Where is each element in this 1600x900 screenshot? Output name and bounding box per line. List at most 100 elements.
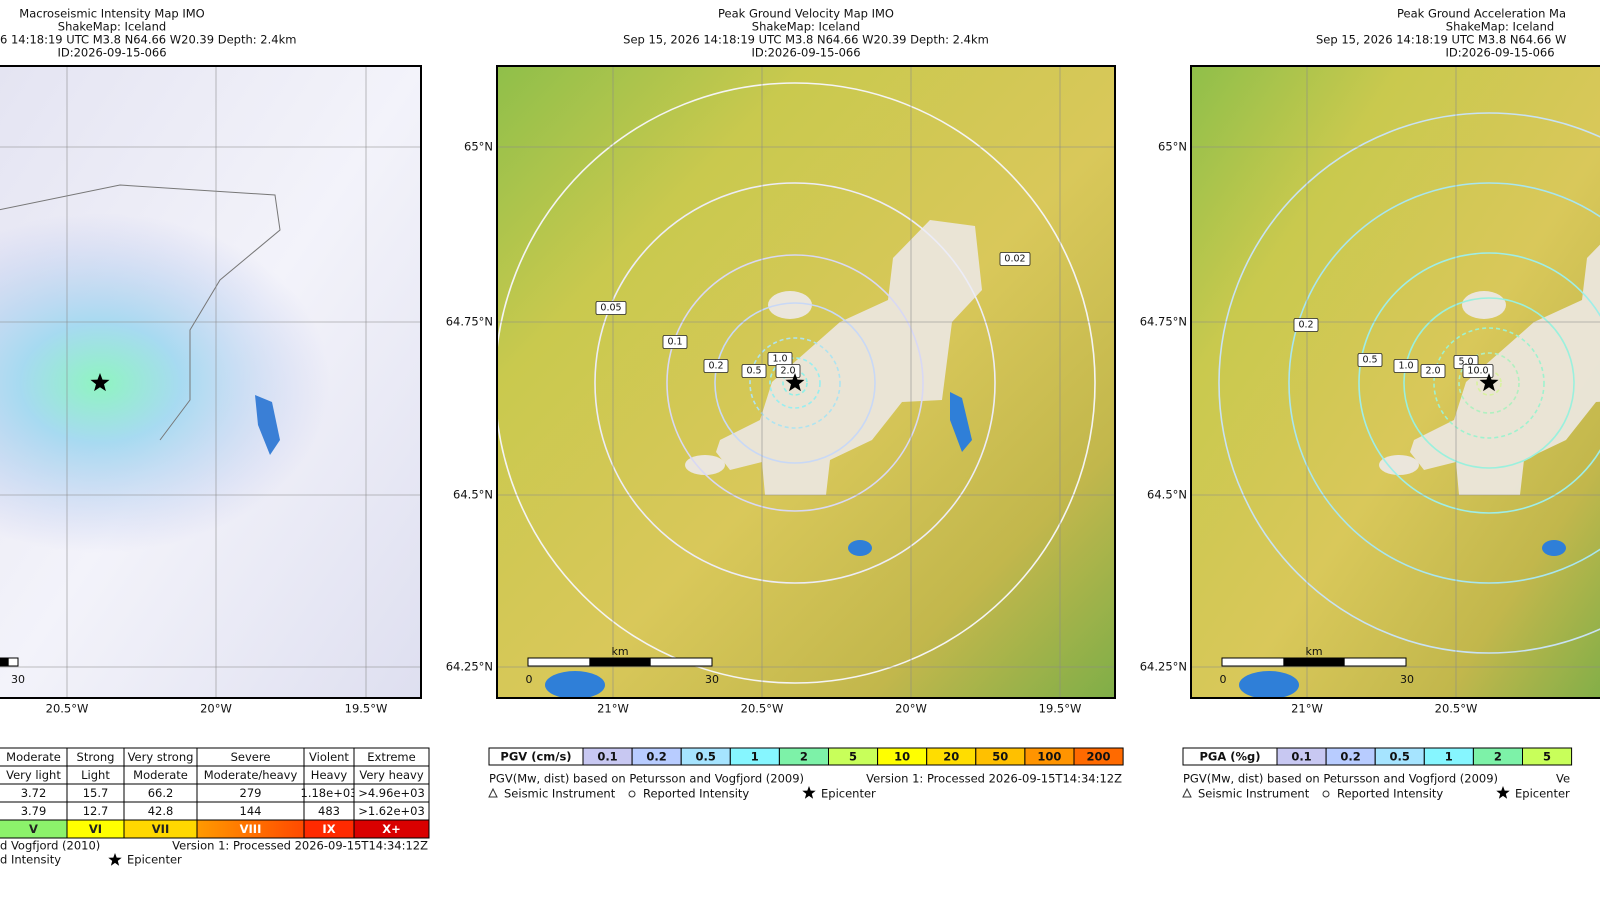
contour-label: 1.0 — [1398, 361, 1413, 372]
lat-label: 64.75°N — [1140, 315, 1187, 329]
contour-label: 10.0 — [1467, 366, 1488, 377]
lake — [1239, 671, 1299, 698]
legend-text: 66.2 — [148, 786, 174, 800]
contour-label: 0.5 — [746, 366, 761, 377]
contour — [666, 254, 924, 512]
contour — [1288, 182, 1600, 584]
colorbar-tick: 0.2 — [646, 750, 666, 764]
lon-label: 21°W — [597, 702, 629, 716]
epicenter-star — [1496, 786, 1510, 799]
epicenter-star — [1479, 373, 1499, 392]
map-title: ID:2026-09-15-066 — [751, 46, 860, 60]
colorbar-tick: 1 — [1445, 750, 1453, 764]
map-title: ShakeMap: Iceland — [752, 20, 860, 34]
legend-text: VIII — [240, 822, 262, 836]
map-frame — [1190, 65, 1600, 699]
footer-text: Seismic Instrument — [504, 787, 616, 801]
contour-label-box — [1462, 364, 1494, 378]
colorbar-tick: 20 — [943, 750, 959, 764]
map-title: 6 14:18:19 UTC M3.8 N64.66 W20.39 Depth:… — [0, 33, 296, 47]
map-title: Peak Ground Acceleration Ma — [1397, 7, 1566, 21]
legend-text: >4.96e+03 — [358, 786, 425, 800]
map-frame — [496, 65, 1116, 699]
scale-label: 30 — [1400, 673, 1414, 686]
lat-label: 64.5°N — [1147, 488, 1187, 502]
lon-label: 20.5°W — [1435, 702, 1478, 716]
scale-label: 30 — [11, 673, 25, 686]
epicenter-star — [802, 786, 816, 799]
lon-label: 20°W — [200, 702, 232, 716]
contour — [594, 182, 996, 584]
map-title: Peak Ground Velocity Map IMO — [718, 7, 894, 21]
lat-label: 64.25°N — [1140, 660, 1187, 674]
scale-bar — [1283, 658, 1345, 666]
contour-label: 0.02 — [1004, 254, 1025, 265]
lake — [255, 395, 280, 455]
colorbar-label: PGA (%g) — [1199, 750, 1260, 764]
road — [0, 184, 281, 441]
contour-label: 2.0 — [1425, 366, 1440, 377]
contour-label: 0.2 — [708, 361, 723, 372]
map-title: ShakeMap: Iceland — [1446, 20, 1554, 34]
legend-text: 144 — [240, 804, 262, 818]
map-area — [1191, 66, 1600, 698]
colorbar-tick: 100 — [1037, 750, 1061, 764]
legend-text: Strong — [77, 750, 115, 764]
footer-text: Version 1: Processed 2026-09-15T14:34:12… — [866, 772, 1122, 786]
lon-label: 19.5°W — [345, 702, 388, 716]
lake — [950, 392, 972, 452]
lake — [848, 540, 872, 556]
instrument-symbol — [488, 787, 498, 798]
lon-label: 21°W — [1291, 702, 1323, 716]
scale-label: km — [1305, 645, 1322, 658]
lake — [1542, 540, 1566, 556]
colorbar-tick: 0.1 — [1291, 750, 1311, 764]
colorbar-cell — [1073, 747, 1124, 766]
legend-text: >1.62e+03 — [358, 804, 425, 818]
legend-text: V — [29, 822, 38, 836]
lon-label: 20°W — [895, 702, 927, 716]
contour-label-box — [703, 359, 729, 373]
colorbar-label: PGV (cm/s) — [500, 750, 571, 764]
instrument-symbol — [1182, 787, 1192, 798]
legend-text: IX — [322, 822, 335, 836]
colorbar-tick: 5 — [1543, 750, 1551, 764]
lat-label: 65°N — [1158, 140, 1187, 154]
legend-text: 483 — [318, 804, 340, 818]
contour-label-box — [1420, 364, 1446, 378]
glacier — [1379, 455, 1419, 475]
contour-label: 0.5 — [1362, 355, 1377, 366]
legend-text: 3.79 — [21, 804, 47, 818]
legend-text: Moderate — [6, 750, 61, 764]
contour — [497, 82, 1096, 684]
footer-text: Version 1: Processed 2026-09-15T14:34:12… — [172, 839, 428, 853]
lon-label: 20.5°W — [46, 702, 89, 716]
legend-text: Moderate — [133, 768, 188, 782]
scale-bar — [589, 658, 651, 666]
legend-text: 279 — [240, 786, 262, 800]
footer-text: d Vogfjord (2010) — [0, 839, 100, 853]
legend-text: 1.18e+03 — [301, 786, 358, 800]
legend-text: Moderate/heavy — [204, 768, 298, 782]
footer-text: Epicenter — [821, 787, 876, 801]
contour — [1403, 297, 1575, 469]
contour-label-box — [1393, 359, 1419, 373]
contour-label-box — [999, 252, 1031, 266]
contour — [1433, 327, 1545, 439]
lat-label: 64.25°N — [446, 660, 493, 674]
legend-text: Heavy — [311, 768, 348, 782]
contour-label: 1.0 — [772, 354, 787, 365]
legend-text: Light — [81, 768, 110, 782]
scale-bar — [0, 658, 9, 666]
glacier — [685, 455, 725, 475]
map-title: Macroseismic Intensity Map IMO — [19, 7, 204, 21]
colorbar-tick: 5 — [849, 750, 857, 764]
map-title: Sep 15, 2026 14:18:19 UTC M3.8 N64.66 W2… — [623, 33, 989, 47]
footer-text: Epicenter — [127, 853, 182, 867]
footer-text: Reported Intensity — [643, 787, 749, 801]
colorbar-tick: 200 — [1086, 750, 1110, 764]
footer-text: Seismic Instrument — [1198, 787, 1310, 801]
contour — [769, 357, 821, 409]
map-area — [497, 66, 1115, 698]
